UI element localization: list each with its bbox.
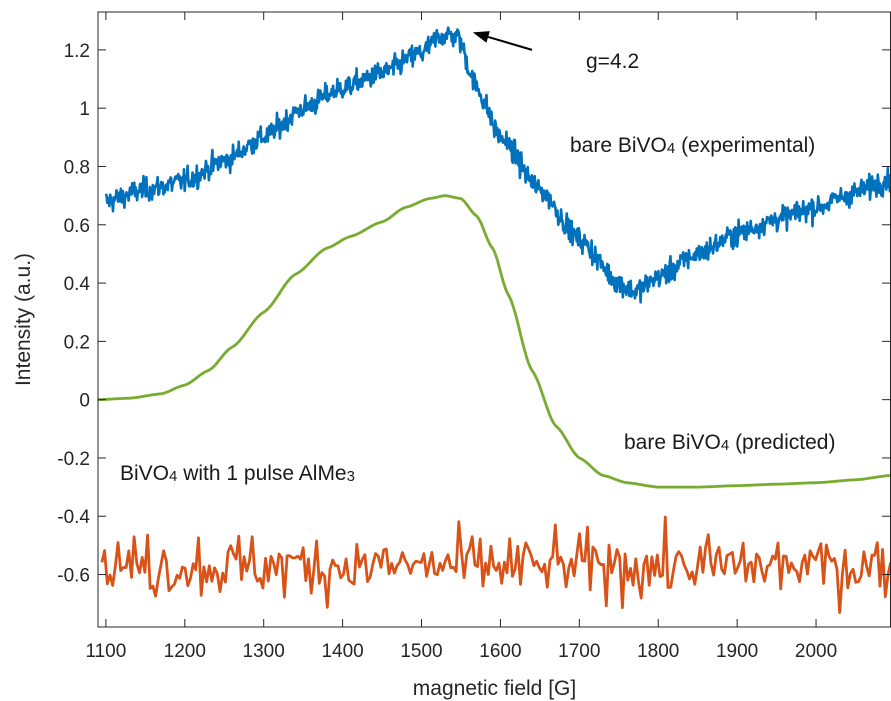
label-bare-predicted: bare BiVO4 (predicted) — [624, 431, 835, 454]
x-tick-label: 1100 — [85, 641, 126, 662]
y-tick-label: -0.2 — [57, 449, 90, 470]
y-tick-label: 1 — [79, 99, 90, 120]
x-tick-label: 1700 — [558, 641, 600, 662]
label-bare-experimental: bare BiVO4 (experimental) — [570, 134, 815, 157]
g-factor-label: g=4.2 — [586, 50, 639, 73]
y-tick-label: 0.8 — [64, 157, 90, 178]
x-tick-label: 1200 — [164, 641, 206, 662]
series-line-1 — [104, 26, 891, 304]
y-tick-label: 0.4 — [64, 274, 91, 295]
axes-layer: 1100 1200 1300 1400 1500 1600 1700 1800 1900 2000… — [12, 11, 891, 700]
x-tick-label: 1400 — [321, 641, 363, 662]
x-tick-label: 1900 — [716, 641, 758, 662]
y-axis-title: Intensity (a.u.) — [12, 253, 35, 386]
g-factor-arrow-head — [472, 31, 490, 43]
x-tick-label: 2000 — [795, 641, 837, 662]
x-tick-label: 1800 — [637, 641, 679, 662]
x-tick-label: 1300 — [243, 641, 285, 662]
y-tick-label: -0.6 — [57, 566, 90, 587]
y-tick-label: 0.2 — [64, 332, 90, 353]
series-line-2 — [98, 194, 891, 489]
annotation-layer: g=4.2 bare BiVO4 (experimental) bare BiV… — [120, 31, 835, 485]
x-axis-title: magnetic field [G] — [413, 677, 576, 700]
x-tick-label: 1500 — [400, 641, 442, 662]
g-factor-arrow-line — [487, 35, 533, 51]
plot-frame — [97, 11, 891, 628]
y-tick-label: -0.4 — [57, 507, 90, 528]
series-line-3 — [100, 515, 891, 614]
y-tick-label: 0.6 — [64, 216, 90, 237]
x-tick-label: 1600 — [479, 641, 521, 662]
label-almes-pulse: BiVO4 with 1 pulse AlMe3 — [120, 462, 355, 485]
series-layer — [98, 26, 891, 614]
y-tick-label: 1.2 — [64, 41, 90, 62]
y-tick-label: 0 — [79, 391, 90, 412]
